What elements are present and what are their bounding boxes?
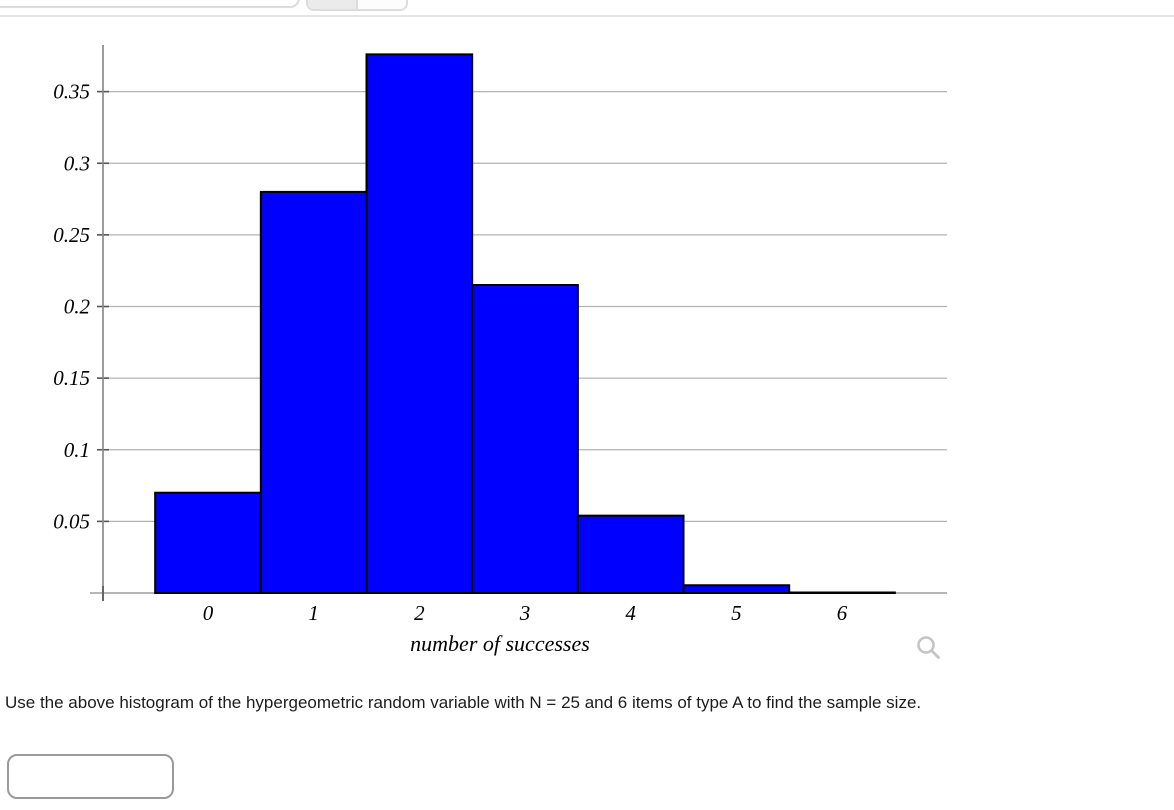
x-tick-label: 5 [731,601,742,625]
answer-input[interactable] [7,754,174,799]
toolbar-button-left[interactable] [308,0,358,9]
magnifier-icon[interactable] [910,631,946,667]
histogram-bar [154,491,262,595]
x-tick-label: 0 [203,601,214,625]
y-tick-label: 0.3 [64,151,90,175]
toolbar-button-right[interactable] [358,0,406,9]
y-tick-label: 0.1 [64,438,90,462]
y-tick-label: 0.15 [53,366,90,390]
x-tick-label: 3 [519,601,531,625]
y-tick-label: 0.35 [53,80,90,104]
x-axis-title: number of successes [410,631,590,656]
histogram-chart: 0.05 0.1 0.15 0.2 0.25 0.3 0.35 0 1 2 3 4 5 6 number o… [53,45,947,656]
y-tick-label: 0.05 [53,509,90,533]
x-tick-label: 4 [625,601,636,625]
histogram-bar [788,591,896,594]
histogram-bar [471,284,579,594]
y-tick-label: 0.25 [53,223,90,247]
top-divider [0,15,1174,17]
histogram-bar [682,584,791,595]
question-text: Use the above histogram of the hypergeom… [5,693,922,712]
x-tick-label: 6 [837,601,848,625]
histogram-bar [576,514,685,595]
histogram-bar [259,190,368,594]
x-tick-label: 1 [308,601,319,625]
x-tick-label: 2 [414,601,425,625]
histogram-bar [365,53,474,594]
y-tick-label: 0.2 [64,295,91,319]
toolbar-button-group [306,0,408,11]
